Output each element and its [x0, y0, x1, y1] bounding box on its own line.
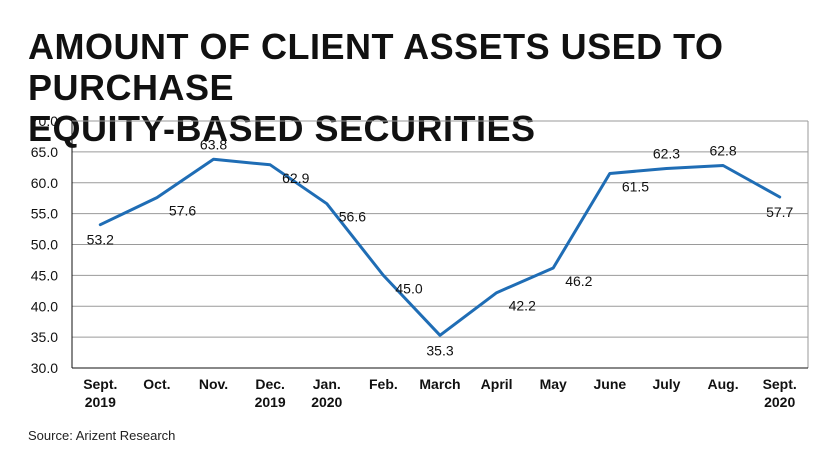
chart-title-line-1: AMOUNT OF CLIENT ASSETS USED TO PURCHASE	[28, 26, 724, 108]
series-line	[98, 157, 782, 337]
data-label: 62.8	[709, 142, 736, 158]
x-tick-label: Nov.	[199, 376, 228, 392]
y-tick-label: 65.0	[31, 144, 58, 160]
y-tick-label: 70.0	[31, 113, 58, 129]
x-tick-label: Oct.	[143, 376, 170, 392]
x-tick-label: Aug.	[708, 376, 739, 392]
x-tick-label: Jan. 2020	[311, 376, 342, 410]
y-tick-label: 50.0	[31, 237, 58, 253]
data-label: 62.3	[653, 146, 680, 162]
y-tick-label: 60.0	[31, 175, 58, 191]
x-tick-label: July	[652, 376, 680, 392]
x-axis: Sept. 2019 Oct. Nov. Dec. 2019 Jan. 2020 Feb. Mar…	[83, 376, 797, 410]
x-tick-label: May	[540, 376, 567, 392]
gridlines	[71, 120, 809, 369]
y-tick-label: 55.0	[31, 206, 58, 222]
x-tick-label: April	[481, 376, 513, 392]
y-axis: 30.0 35.0 40.0 45.0 50.0 55.0 60.0 65.0 70.0	[31, 113, 58, 376]
data-label: 62.9	[282, 170, 309, 186]
x-tick-label: June	[594, 376, 627, 392]
y-tick-label: 35.0	[31, 329, 58, 345]
data-label: 57.7	[766, 204, 793, 220]
y-tick-label: 30.0	[31, 360, 58, 376]
x-tick-label: Sept. 2020	[763, 376, 797, 410]
data-label: 57.6	[169, 203, 196, 219]
data-label: 35.3	[426, 342, 453, 358]
source-note: Source: Arizent Research	[28, 428, 176, 443]
x-tick-label: Feb.	[369, 376, 398, 392]
data-label: 56.6	[339, 209, 366, 225]
data-label: 46.2	[565, 273, 592, 289]
x-tick-label: Dec. 2019	[255, 376, 286, 410]
data-label: 63.8	[200, 136, 227, 152]
x-tick-label: March	[419, 376, 460, 392]
x-tick-label: Sept. 2019	[83, 376, 117, 410]
series-equity-assets	[98, 157, 782, 337]
data-label: 42.2	[509, 298, 536, 314]
data-label: 61.5	[622, 178, 649, 194]
data-label: 53.2	[87, 232, 114, 248]
data-labels: 53.2 57.6 63.8 62.9 56.6 45.0 35.3 42.2 46.2 61.5…	[87, 136, 794, 358]
chart-title: AMOUNT OF CLIENT ASSETS USED TO PURCHASE…	[28, 26, 828, 149]
data-label: 45.0	[395, 280, 422, 296]
chart-title-line-2: EQUITY-BASED SECURITIES	[28, 108, 536, 149]
y-tick-label: 40.0	[31, 298, 58, 314]
y-tick-label: 45.0	[31, 267, 58, 283]
